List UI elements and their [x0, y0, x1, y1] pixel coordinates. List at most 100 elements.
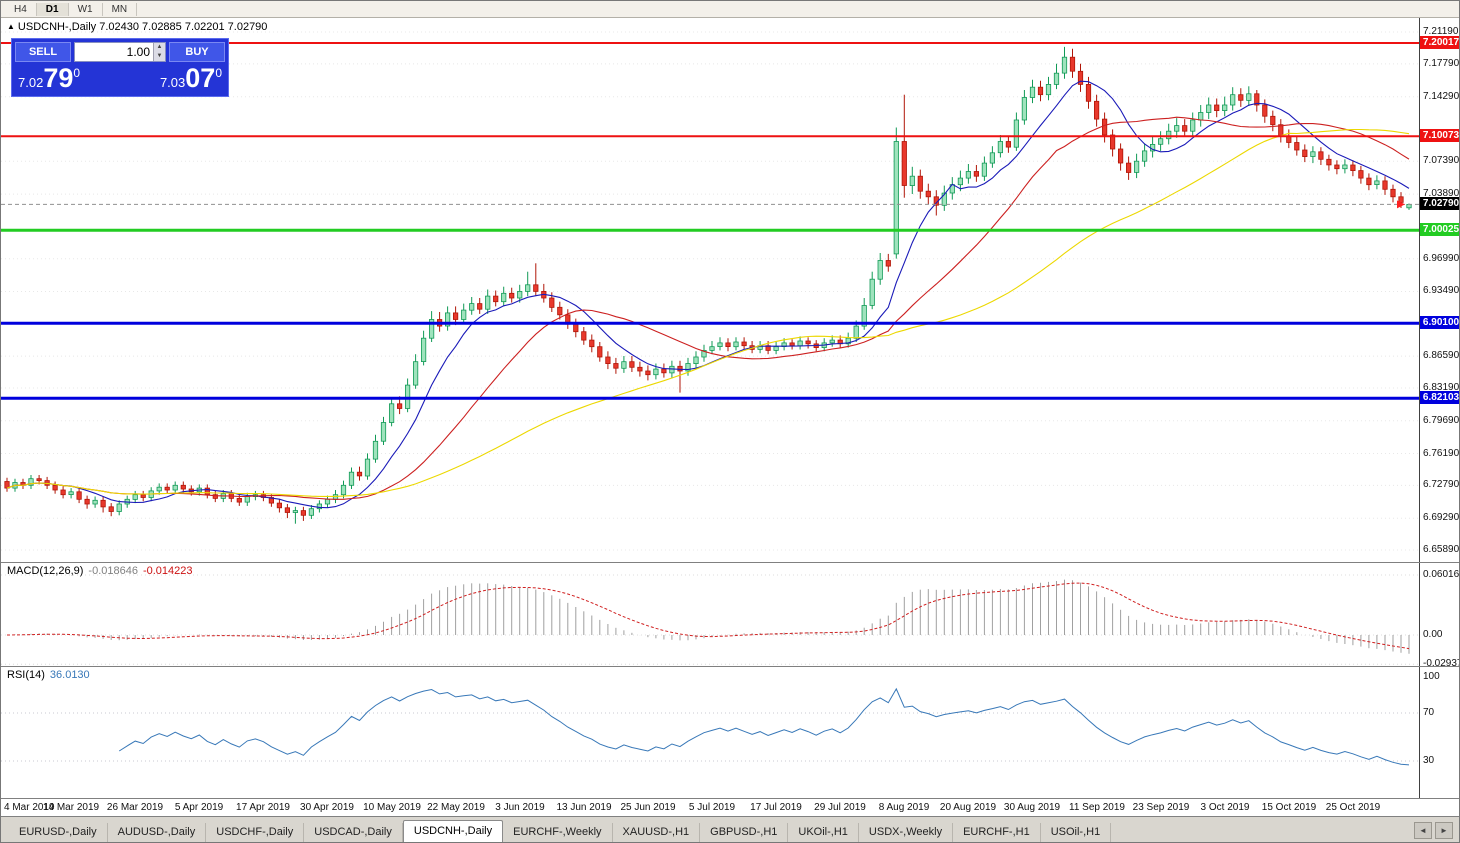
date-label: 5 Jul 2019	[688, 802, 736, 813]
chart-tab-usdcad-daily[interactable]: USDCAD-,Daily	[304, 823, 403, 842]
rsi-axis: 100 70 30	[1419, 667, 1459, 798]
rsi-canvas	[1, 687, 1419, 766]
date-label: 4 Mar 2019	[4, 802, 55, 813]
chart-tab-audusd-daily[interactable]: AUDUSD-,Daily	[108, 823, 207, 842]
rsi-tick: 100	[1423, 671, 1440, 682]
volume-up-icon[interactable]: ▲	[153, 43, 165, 52]
date-axis: 4 Mar 2019 14 Mar 2019 26 Mar 2019 5 Apr 20…	[1, 799, 1459, 817]
chart-tab-usoil-h1[interactable]: USOil-,H1	[1041, 823, 1112, 842]
chart-tab-gbpusd-h1[interactable]: GBPUSD-,H1	[700, 823, 789, 842]
date-label: 8 Aug 2019	[878, 802, 930, 813]
macd-signal-value: -0.014223	[142, 565, 193, 577]
date-label: 25 Jun 2019	[620, 802, 676, 813]
price-axis: 7.21190 7.17790 7.14290 7.07390 7.03890 6.969…	[1419, 18, 1460, 562]
price-tick: 7.17790	[1423, 57, 1460, 69]
macd-canvas	[1, 574, 1419, 665]
tab-scroll-arrows: ◄ ►	[1408, 822, 1459, 842]
price-tick: 6.96990	[1423, 252, 1460, 264]
date-label: 14 Mar 2019	[42, 802, 100, 813]
date-label: 29 Jul 2019	[814, 802, 866, 813]
price-tick: 6.72790	[1423, 479, 1460, 491]
tab-scroll-right-icon[interactable]: ►	[1435, 822, 1453, 839]
main-chart-panel: 7.21190 7.17790 7.14290 7.07390 7.03890 6.969…	[1, 18, 1460, 563]
price-tick: 6.65890	[1423, 544, 1460, 555]
rsi-tick: 70	[1423, 707, 1435, 718]
chart-tab-xauusd-h1[interactable]: XAUUSD-,H1	[613, 823, 701, 842]
date-label: 30 Aug 2019	[1003, 802, 1061, 813]
timeframe-button-h4[interactable]: H4	[5, 2, 37, 16]
symbol-arrow-icon: ▲	[7, 22, 15, 31]
macd-histogram	[14, 579, 1410, 654]
price-badge-7-10073: 7.10073	[1420, 129, 1459, 143]
chart-tab-ukoil-h1[interactable]: UKOil-,H1	[788, 823, 859, 842]
timeframe-button-mn[interactable]: MN	[103, 2, 138, 16]
chart-tab-bar: EURUSD-,Daily AUDUSD-,Daily USDCHF-,Daily U…	[1, 817, 1459, 842]
chart-tab-usdx-weekly[interactable]: USDX-,Weekly	[859, 823, 954, 842]
macd-header: MACD(12,26,9) -0.018646 -0.014223	[7, 565, 193, 577]
price-badge-7-20017: 7.20017	[1420, 36, 1459, 50]
date-label: 26 Mar 2019	[106, 802, 164, 813]
timeframe-toolbar: H4 D1 W1 MN	[1, 1, 1459, 18]
price-badge-6-90100: 6.90100	[1420, 316, 1459, 330]
date-label: 13 Jun 2019	[556, 802, 612, 813]
date-label: 3 Oct 2019	[1200, 802, 1250, 813]
price-tick: 6.79690	[1423, 414, 1460, 426]
price-tick: 7.03890	[1423, 188, 1460, 200]
timeframe-button-d1[interactable]: D1	[36, 2, 69, 16]
volume-input[interactable]	[75, 43, 153, 61]
macd-panel: 0.060161 0.00 -0.029378 MACD(12,26,9) -0.01…	[1, 563, 1460, 670]
buy-price-prefix: 7.03	[159, 75, 186, 90]
sell-price-prefix: 7.02	[18, 75, 44, 90]
rsi-line	[118, 687, 1410, 766]
buy-price-pips: 07	[185, 63, 216, 93]
date-label: 17 Jul 2019	[750, 802, 802, 813]
rsi-value: 36.0130	[49, 669, 90, 681]
price-tick: 6.86590	[1423, 350, 1460, 362]
volume-box: ▲ ▼	[74, 42, 166, 62]
macd-label: MACD(12,26,9)	[7, 565, 84, 577]
price-tick: 6.93490	[1423, 285, 1460, 297]
current-price-badge: 7.02790	[1420, 197, 1459, 211]
date-label: 10 May 2019	[363, 802, 421, 813]
date-label: 11 Sep 2019	[1069, 802, 1125, 813]
price-tick: 6.83190	[1423, 381, 1460, 393]
symbol-ohlc-text: USDCNH-,Daily 7.02430 7.02885 7.02201 7.…	[17, 21, 268, 33]
chart-tab-eurchf-h1[interactable]: EURCHF-,H1	[953, 823, 1041, 842]
current-price-arrow-icon	[1397, 200, 1405, 209]
sell-price-frac: 0	[73, 66, 81, 80]
date-label: 20 Aug 2019	[939, 802, 997, 813]
price-tick: 7.14290	[1423, 90, 1460, 102]
macd-axis: 0.060161 0.00 -0.029378	[1419, 563, 1460, 670]
price-badge-7-00025: 7.00025	[1420, 223, 1459, 237]
date-label: 23 Sep 2019	[1132, 802, 1190, 813]
tab-scroll-left-icon[interactable]: ◄	[1414, 822, 1432, 839]
ma-mid-line	[6, 116, 1410, 500]
price-tick: 7.21190	[1423, 26, 1459, 38]
macd-tick: 0.00	[1423, 629, 1443, 640]
ma-slow-line	[6, 128, 1410, 497]
price-chart-canvas[interactable]	[1, 18, 1419, 562]
price-tick: 6.69290	[1423, 512, 1460, 524]
price-badge-6-82103: 6.82103	[1420, 391, 1459, 405]
chart-tab-usdchf-daily[interactable]: USDCHF-,Daily	[206, 823, 305, 842]
chart-tab-eurchf-weekly[interactable]: EURCHF-,Weekly	[503, 823, 613, 842]
chart-tab-usdcnh-daily[interactable]: USDCNH-,Daily	[402, 820, 504, 842]
date-label: 5 Apr 2019	[174, 802, 224, 813]
buy-price-quote[interactable]: 7.03070	[160, 63, 222, 93]
volume-spinners: ▲ ▼	[153, 43, 165, 61]
date-label: 25 Oct 2019	[1325, 802, 1381, 813]
candles-group	[4, 46, 1412, 524]
sell-button[interactable]: SELL	[15, 42, 71, 62]
rsi-tick: 30	[1423, 755, 1435, 766]
volume-down-icon[interactable]: ▼	[153, 52, 165, 61]
rsi-panel: 100 70 30 RSI(14) 36.0130	[1, 667, 1459, 799]
macd-tick: -0.029378	[1423, 658, 1459, 670]
sell-price-pips: 79	[43, 63, 74, 93]
macd-tick: 0.060161	[1423, 569, 1460, 581]
timeframe-button-w1[interactable]: W1	[69, 2, 103, 16]
chart-tab-eurusd-daily[interactable]: EURUSD-,Daily	[9, 823, 108, 842]
sell-price-quote[interactable]: 7.02790	[18, 63, 80, 93]
buy-button[interactable]: BUY	[169, 42, 225, 62]
rsi-label: RSI(14)	[7, 669, 45, 681]
